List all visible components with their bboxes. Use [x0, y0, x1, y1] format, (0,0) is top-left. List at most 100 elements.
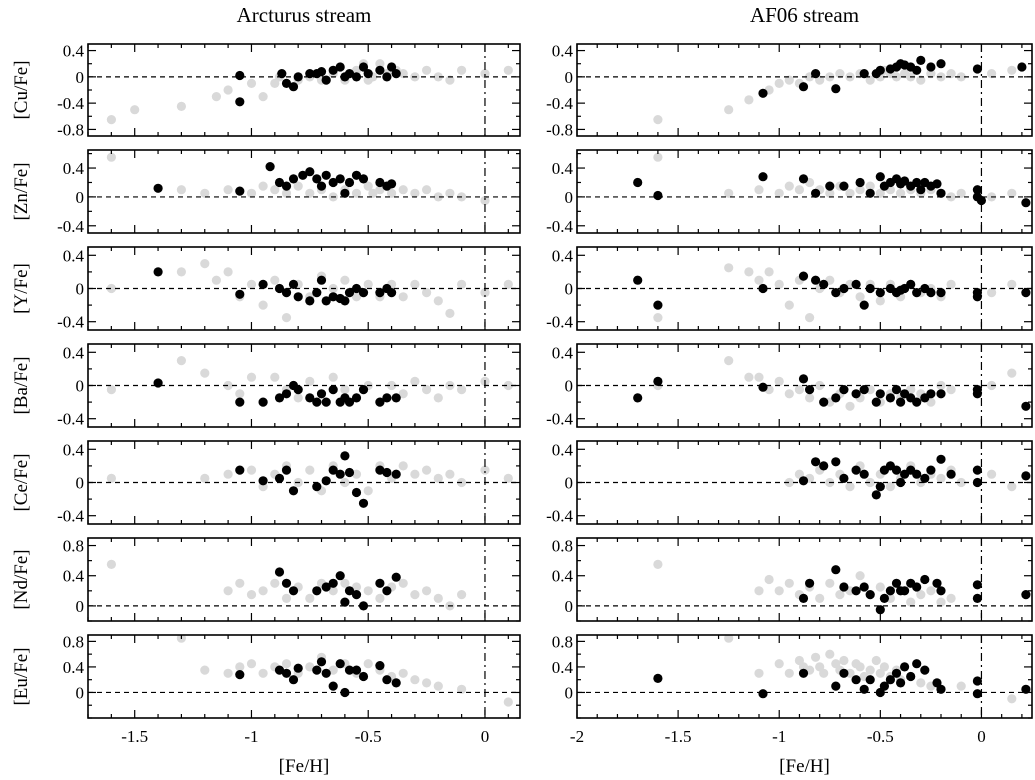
stream-star-point: [235, 70, 245, 81]
stream-star-point: [912, 469, 922, 479]
stream-star-point: [891, 385, 902, 395]
field-star-point: [387, 188, 397, 198]
field-star-point: [956, 188, 966, 198]
stream-star-point: [859, 69, 869, 79]
field-star-point: [398, 389, 408, 399]
field-star-point: [422, 185, 432, 195]
plot-area: [577, 538, 1032, 621]
field-star-point: [457, 385, 467, 395]
stream-star-point: [758, 382, 768, 392]
stream-star-point: [932, 179, 942, 189]
field-star-point: [805, 313, 815, 323]
field-star-point: [653, 313, 663, 323]
field-star-point: [422, 586, 432, 596]
field-star-point: [410, 675, 420, 685]
panel-cu-col1: 0.4 0 -0.4 -0.8: [546, 42, 1033, 139]
stream-star-point: [900, 586, 910, 596]
stream-star-point: [335, 659, 345, 669]
x-axis-label-0: [Fe/H]: [279, 756, 330, 777]
stream-star-point: [859, 582, 869, 592]
field-star-point: [246, 188, 257, 198]
field-star-point: [825, 188, 835, 198]
stream-star-point: [382, 467, 392, 478]
field-star-point: [774, 376, 784, 386]
stream-star-point: [235, 465, 245, 475]
field-star-point: [835, 590, 845, 600]
y-tick-label: -0.4: [57, 410, 84, 429]
field-star-point: [281, 593, 292, 604]
x-tick-label: -2: [570, 727, 584, 746]
stream-star-point: [865, 590, 875, 600]
field-star-point: [340, 385, 350, 395]
stream-star-point: [344, 177, 355, 188]
field-star-point: [845, 482, 855, 492]
stream-star-point: [1021, 401, 1031, 411]
stream-star-point: [363, 69, 373, 79]
stream-star-point: [328, 65, 338, 75]
field-star-point: [987, 288, 997, 298]
y-tick-label: 0.4: [552, 343, 574, 362]
stream-star-point: [811, 188, 821, 198]
field-star-point: [398, 292, 408, 302]
field-star-point: [855, 571, 865, 581]
field-star-point: [819, 668, 829, 678]
field-star-point: [1007, 482, 1017, 492]
field-star-point: [784, 75, 794, 85]
stream-star-point: [912, 177, 922, 188]
field-star-point: [784, 389, 794, 399]
field-star-point: [744, 372, 754, 382]
plot-area: [88, 538, 520, 621]
stream-star-point: [859, 385, 869, 395]
field-star-point: [445, 75, 455, 85]
stream-star-point: [839, 283, 849, 294]
field-star-point: [410, 279, 420, 289]
stream-star-point: [328, 292, 338, 302]
stream-star-point: [653, 673, 663, 684]
stream-star-point: [391, 469, 401, 479]
x-tick-label: 0: [977, 727, 986, 746]
stream-star-point: [798, 668, 809, 678]
field-star-point: [724, 263, 734, 273]
stream-star-point: [972, 689, 983, 699]
stream-star-point: [312, 665, 322, 675]
panel-eu-col0: 0.8 0.4 0 -1.5 -1 -0.5 0: [63, 632, 521, 746]
stream-star-point: [391, 678, 401, 688]
stream-star-point: [340, 188, 350, 198]
y-axis-label-cefe: [Ce/Fe]: [11, 453, 32, 511]
field-star-point: [445, 308, 455, 318]
field-star-point: [845, 401, 855, 411]
stream-star-point: [839, 473, 849, 483]
stream-star-point: [153, 378, 163, 388]
y-tick-label: 0.4: [63, 159, 85, 178]
column-title-1: AF06 stream: [750, 3, 859, 27]
stream-star-point: [972, 580, 983, 590]
stream-star-point: [896, 397, 906, 407]
field-star-point: [375, 185, 385, 195]
field-star-point: [871, 655, 881, 666]
x-tick-label: -0.5: [355, 727, 382, 746]
field-star-point: [293, 393, 303, 403]
plot-area: [88, 441, 520, 524]
field-star-point: [106, 559, 116, 570]
field-star-point: [916, 678, 926, 688]
field-star-point: [106, 115, 116, 125]
y-tick-label: 0: [76, 188, 85, 207]
stream-star-point: [235, 97, 245, 107]
stream-star-point: [344, 665, 355, 675]
stream-star-point: [831, 393, 841, 403]
stream-star-point: [375, 177, 385, 188]
field-star-point: [865, 75, 875, 85]
stream-star-point: [920, 574, 930, 585]
field-star-point: [946, 192, 956, 202]
field-star-point: [351, 469, 362, 479]
field-star-point: [223, 668, 233, 678]
field-star-point: [503, 473, 513, 483]
field-star-point: [328, 372, 338, 382]
field-star-point: [503, 279, 513, 289]
field-star-point: [270, 275, 280, 285]
stream-star-point: [839, 668, 849, 678]
field-star-point: [865, 665, 875, 675]
stream-star-point: [312, 174, 322, 184]
stream-star-point: [281, 465, 292, 475]
field-star-point: [855, 292, 865, 302]
